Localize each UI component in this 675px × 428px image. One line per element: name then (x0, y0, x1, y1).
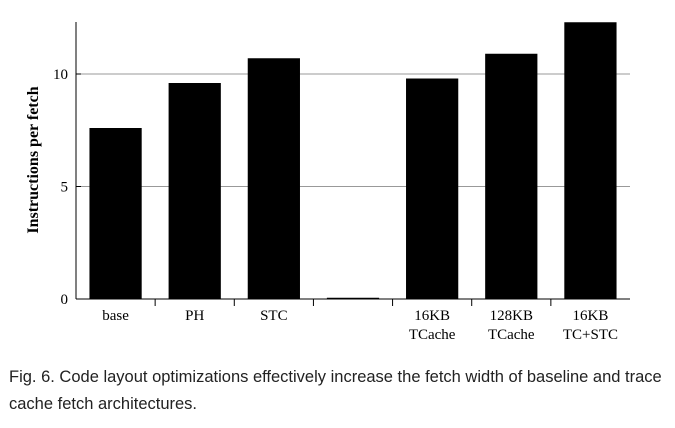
x-tick-label-6-1: TC+STC (563, 327, 618, 343)
x-tick-label-0-0: base (102, 308, 129, 324)
y-tick-label-5: 5 (61, 180, 69, 196)
y-tick-label-10: 10 (53, 67, 68, 83)
bar-5 (485, 53, 538, 299)
x-tick-label-4-1: TCache (409, 327, 456, 343)
x-tick-label-2-0: STC (260, 308, 288, 324)
bar-chart: 0 5 10 base PH STC 16KB TCache 128KB TCache 16KB T… (25, 22, 630, 343)
axes (75, 22, 630, 300)
gridlines (76, 73, 630, 187)
x-tick-label-5-0: 128KB (490, 308, 533, 324)
x-tick-labels: base PH STC 16KB TCache 128KB TCache 16KB TC+STC (102, 299, 618, 343)
y-ticks: 0 5 10 (53, 67, 81, 308)
bar-4 (406, 78, 459, 299)
y-tick-label-0: 0 (61, 292, 69, 308)
bar-1 (168, 83, 221, 299)
x-tick-label-5-1: TCache (488, 327, 535, 343)
x-tick-label-6-0: 16KB (573, 308, 609, 324)
y-axis-label: Instructions per fetch (25, 86, 42, 233)
figure-caption: Fig. 6. Code layout optimizations effect… (9, 368, 662, 413)
bar-6 (564, 22, 617, 299)
bar-2 (247, 58, 300, 299)
x-tick-label-1-0: PH (185, 308, 204, 324)
bars (89, 22, 617, 300)
bar-0 (89, 128, 142, 299)
x-tick-label-4-0: 16KB (414, 308, 450, 324)
